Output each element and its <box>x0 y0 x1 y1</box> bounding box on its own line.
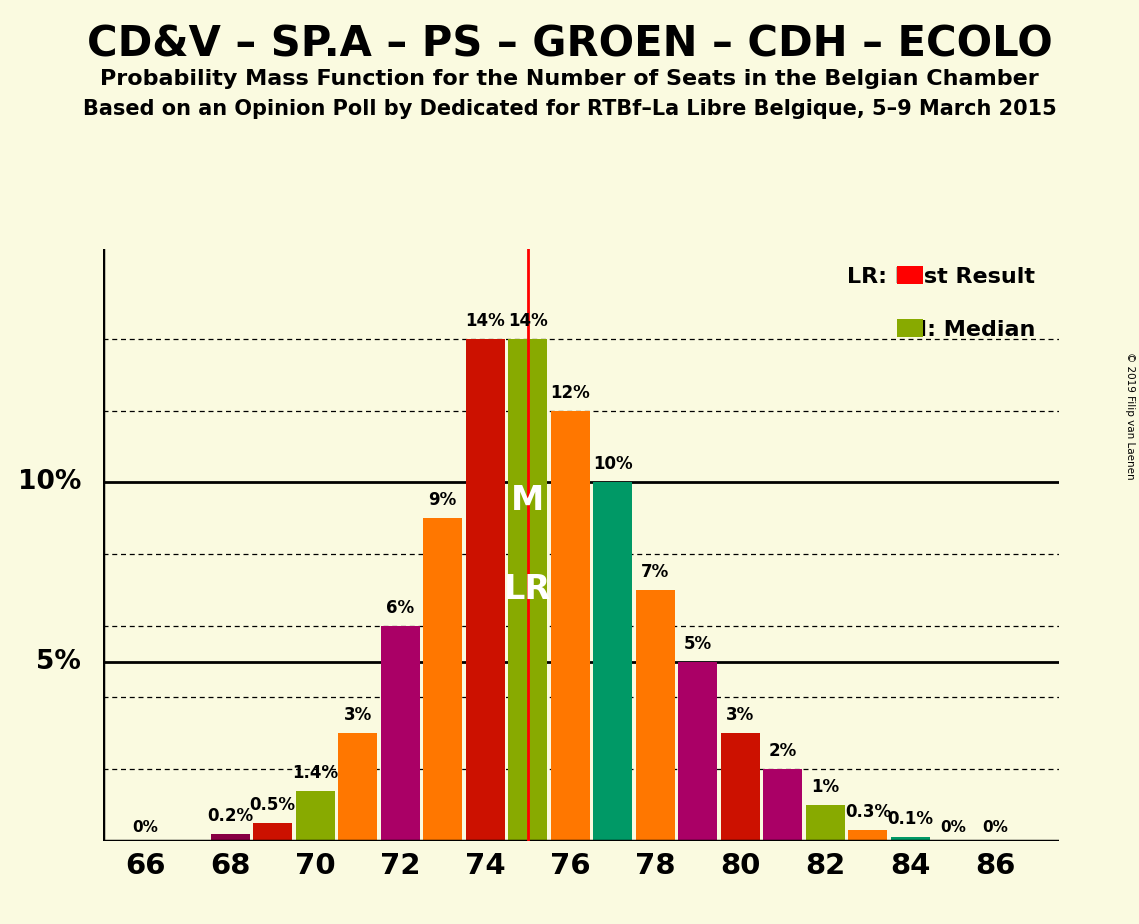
Text: © 2019 Filip van Laenen: © 2019 Filip van Laenen <box>1125 352 1134 480</box>
Text: 6%: 6% <box>386 599 415 617</box>
Bar <box>636 590 675 841</box>
Text: M: M <box>511 484 544 517</box>
Bar <box>338 734 377 841</box>
Bar <box>423 518 462 841</box>
Bar <box>678 662 718 841</box>
Text: 14%: 14% <box>508 312 548 330</box>
Bar <box>550 411 590 841</box>
Text: 0.2%: 0.2% <box>207 807 253 825</box>
Text: 14%: 14% <box>466 312 505 330</box>
Text: 0%: 0% <box>940 821 966 835</box>
Text: 0.5%: 0.5% <box>249 796 296 814</box>
Text: 10%: 10% <box>593 456 632 473</box>
Bar <box>849 830 887 841</box>
Text: 2%: 2% <box>769 742 797 760</box>
Bar <box>593 482 632 841</box>
Text: 0%: 0% <box>983 821 1008 835</box>
Text: CD&V – SP.A – PS – GROEN – CDH – ECOLO: CD&V – SP.A – PS – GROEN – CDH – ECOLO <box>87 23 1052 65</box>
Text: 1.4%: 1.4% <box>292 764 338 782</box>
Bar <box>508 339 548 841</box>
Text: Probability Mass Function for the Number of Seats in the Belgian Chamber: Probability Mass Function for the Number… <box>100 69 1039 90</box>
Text: M: Median: M: Median <box>906 321 1035 340</box>
Bar <box>211 833 249 841</box>
Text: 10%: 10% <box>18 469 81 495</box>
Bar <box>295 791 335 841</box>
Bar <box>896 320 924 337</box>
Text: LR: Last Result: LR: Last Result <box>847 267 1035 287</box>
Bar <box>721 734 760 841</box>
Text: 12%: 12% <box>550 383 590 402</box>
Text: Based on an Opinion Poll by Dedicated for RTBf–La Libre Belgique, 5–9 March 2015: Based on an Opinion Poll by Dedicated fo… <box>83 99 1056 119</box>
Bar <box>763 769 803 841</box>
Bar <box>805 805 845 841</box>
Text: 0.1%: 0.1% <box>887 810 934 828</box>
Bar <box>466 339 505 841</box>
Bar <box>253 823 293 841</box>
Bar <box>380 626 420 841</box>
Text: 0.3%: 0.3% <box>845 803 891 821</box>
Text: 0%: 0% <box>132 821 158 835</box>
Text: 3%: 3% <box>344 706 371 724</box>
Text: LR: LR <box>505 574 551 606</box>
Text: 5%: 5% <box>36 649 81 675</box>
Text: 5%: 5% <box>683 635 712 652</box>
Text: 1%: 1% <box>811 778 839 796</box>
Text: 7%: 7% <box>641 563 670 581</box>
Text: 3%: 3% <box>727 706 754 724</box>
Text: 9%: 9% <box>428 492 457 509</box>
Bar <box>896 266 924 284</box>
Bar <box>891 837 931 841</box>
